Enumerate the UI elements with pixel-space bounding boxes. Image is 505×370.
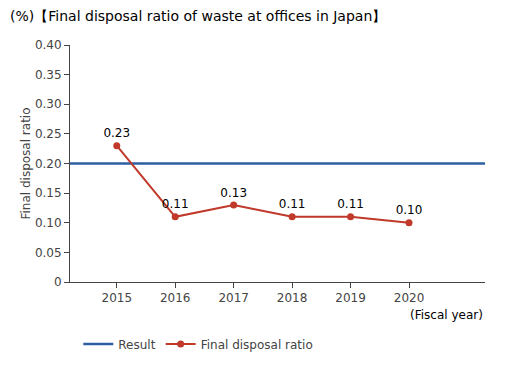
- svg-text:0.40: 0.40: [35, 38, 62, 52]
- svg-text:2019: 2019: [335, 291, 366, 305]
- svg-text:0.05: 0.05: [35, 246, 62, 260]
- svg-text:0.35: 0.35: [35, 68, 62, 82]
- svg-text:Final disposal ratio: Final disposal ratio: [201, 338, 313, 352]
- svg-text:0.20: 0.20: [35, 157, 62, 171]
- svg-text:Final disposal ratio: Final disposal ratio: [19, 107, 33, 219]
- svg-text:0.11: 0.11: [162, 197, 189, 211]
- svg-text:0.10: 0.10: [35, 216, 62, 230]
- svg-text:0: 0: [54, 275, 62, 289]
- svg-text:2016: 2016: [160, 291, 191, 305]
- svg-text:0.11: 0.11: [279, 197, 306, 211]
- svg-text:0.10: 0.10: [396, 203, 423, 217]
- svg-text:2015: 2015: [101, 291, 132, 305]
- svg-text:0.13: 0.13: [220, 186, 247, 200]
- svg-text:0.25: 0.25: [35, 127, 62, 141]
- svg-text:0.23: 0.23: [103, 126, 130, 140]
- svg-text:(Fiscal year): (Fiscal year): [410, 308, 483, 322]
- svg-text:0.15: 0.15: [35, 186, 62, 200]
- svg-text:2020: 2020: [394, 291, 425, 305]
- svg-text:Result: Result: [118, 338, 155, 352]
- svg-text:(%)【Final disposal ratio of wa: (%)【Final disposal ratio of waste at off…: [10, 8, 386, 24]
- svg-text:2018: 2018: [277, 291, 308, 305]
- svg-text:0.11: 0.11: [337, 197, 364, 211]
- svg-text:2017: 2017: [218, 291, 249, 305]
- svg-text:0.30: 0.30: [35, 97, 62, 111]
